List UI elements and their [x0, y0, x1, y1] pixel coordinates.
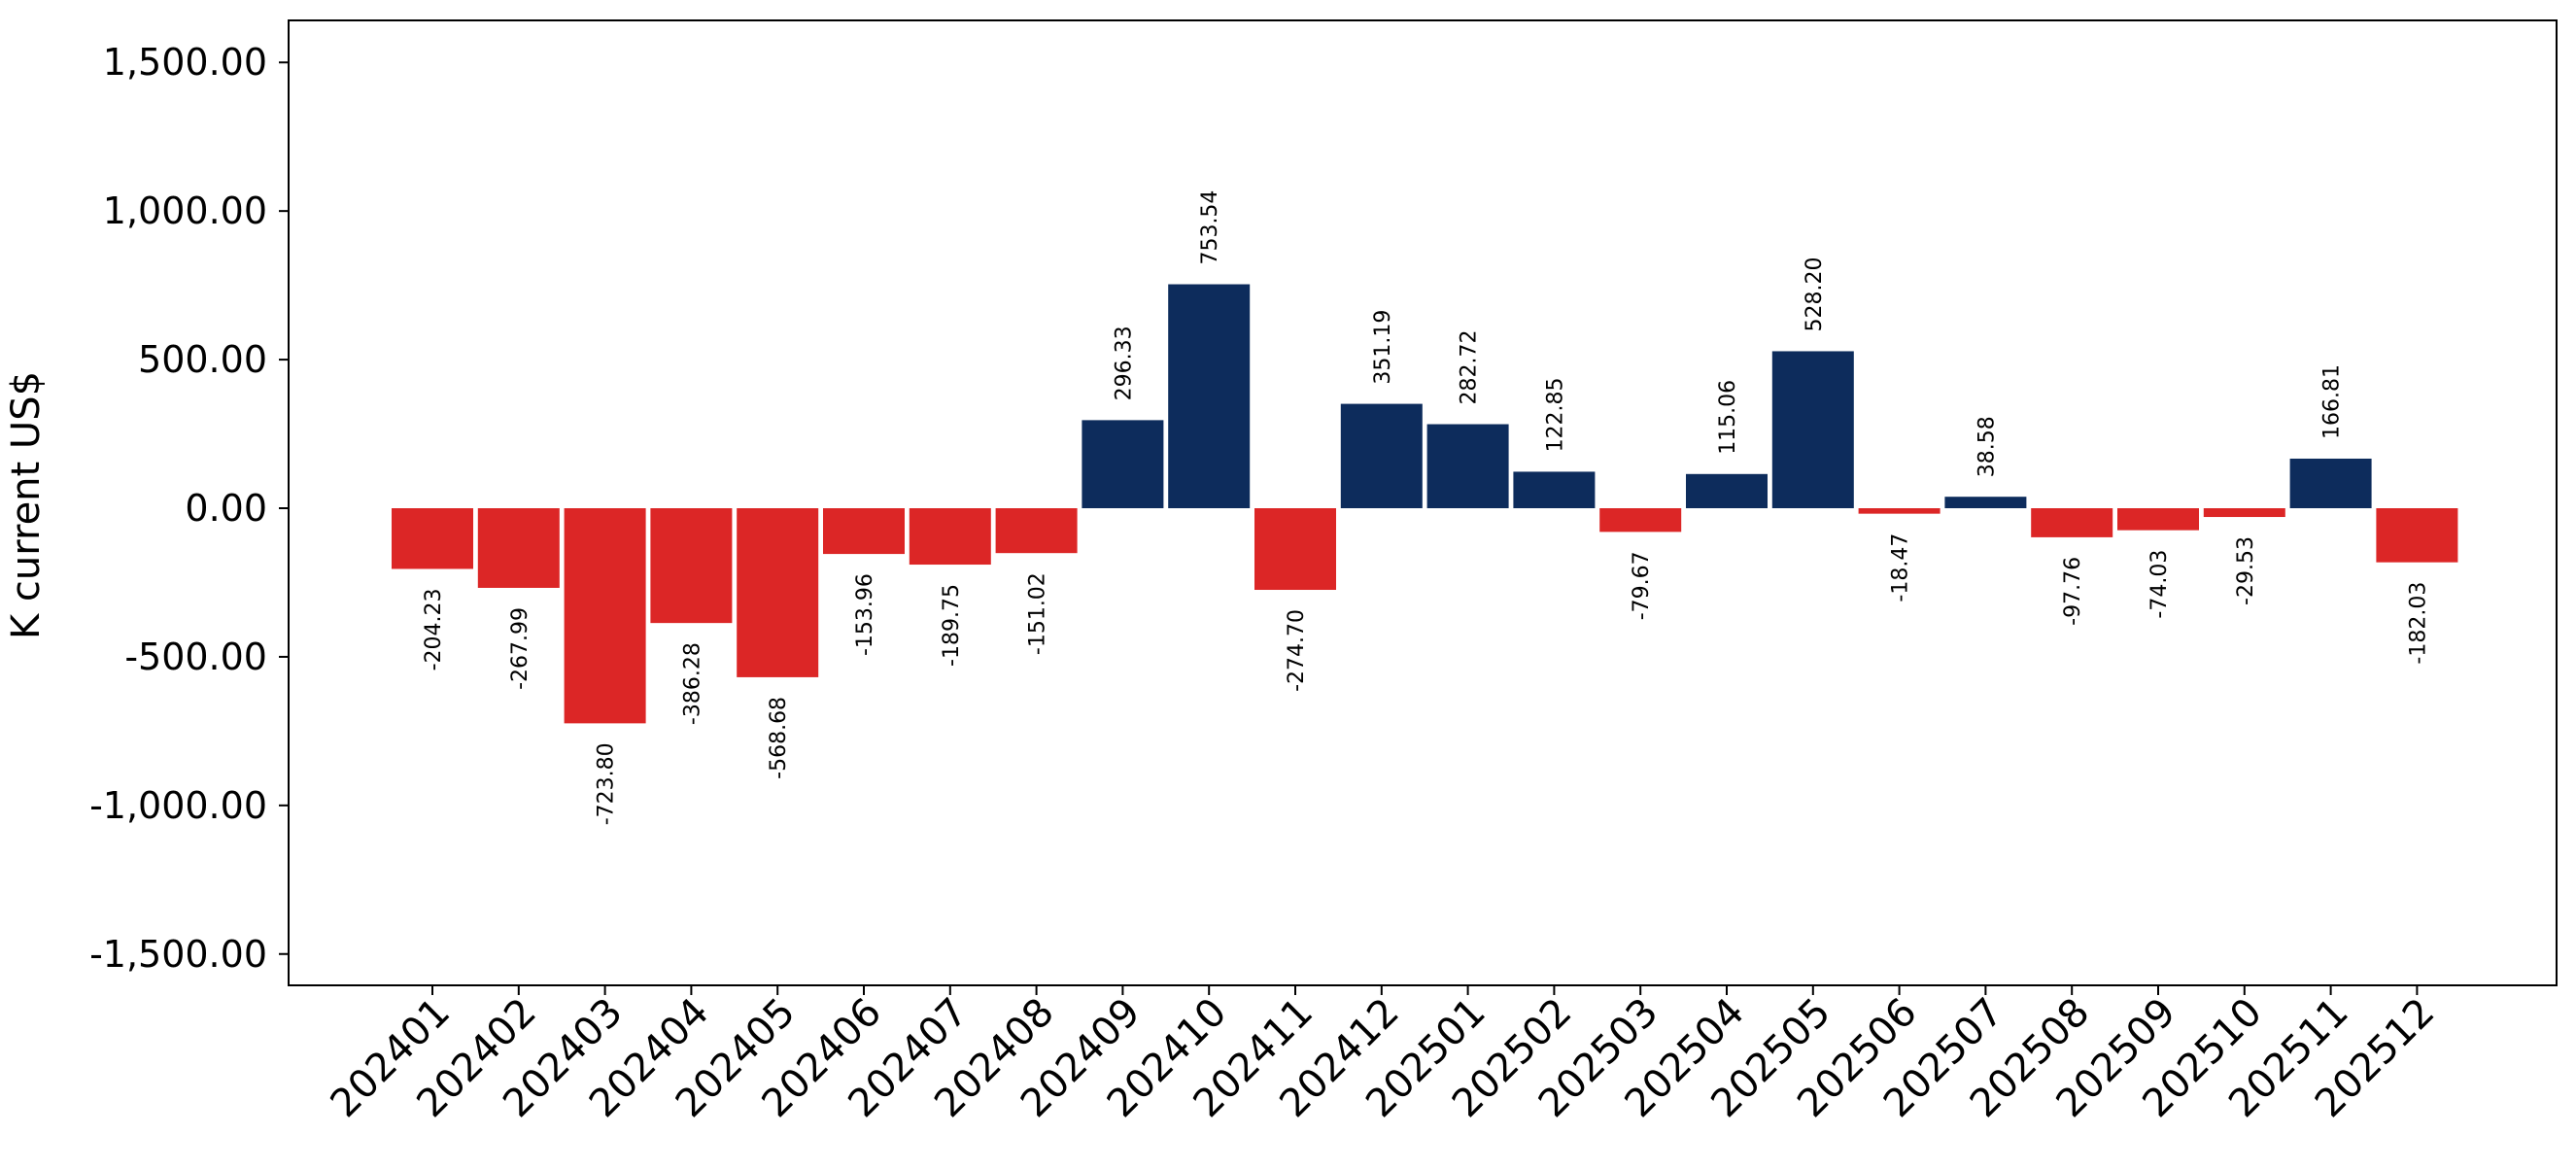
bar-series — [392, 284, 2458, 724]
bar — [995, 508, 1078, 554]
data-label: -386.28 — [680, 642, 704, 725]
y-tick-label: -1,500.00 — [89, 933, 267, 976]
data-label: 122.85 — [1543, 377, 1567, 452]
bar — [477, 508, 560, 588]
bar — [1254, 508, 1336, 591]
data-label: 753.54 — [1198, 190, 1222, 265]
bar — [1944, 497, 2027, 508]
bar — [1858, 508, 1941, 514]
data-label: -153.96 — [853, 573, 877, 656]
bar — [1082, 420, 1164, 508]
data-label: -182.03 — [2406, 582, 2430, 665]
bar — [1168, 284, 1251, 508]
bar — [2289, 458, 2372, 508]
data-label: -151.02 — [1026, 572, 1050, 655]
data-label: -74.03 — [2147, 550, 2172, 619]
data-label: -204.23 — [422, 588, 446, 670]
data-label: 38.58 — [1975, 416, 1999, 477]
data-label: -568.68 — [767, 697, 791, 779]
bar — [2203, 508, 2285, 518]
data-label: 282.72 — [1458, 330, 1482, 405]
data-label: 528.20 — [1803, 257, 1827, 331]
bar — [2117, 508, 2199, 531]
bar — [1426, 424, 1509, 508]
data-labels: -204.23 -267.99 -723.80 -386.28 -568.68 -153.… — [422, 190, 2430, 826]
data-label: -274.70 — [1285, 609, 1309, 692]
bar — [823, 508, 905, 555]
data-label: -189.75 — [940, 584, 964, 667]
bar — [650, 508, 733, 624]
data-label: 115.06 — [1716, 380, 1740, 455]
y-tick-label: 500.00 — [138, 338, 267, 381]
bar — [392, 508, 473, 569]
data-label: -29.53 — [2234, 536, 2258, 605]
y-axis-title: K current US$ — [4, 371, 49, 639]
plot-area-frame — [288, 19, 2558, 986]
bar — [1599, 508, 1682, 533]
y-tick-label: -1,000.00 — [89, 784, 267, 827]
data-label: -97.76 — [2061, 557, 2085, 626]
x-axis: 2024012024022024032024042024052024062024… — [323, 985, 2443, 1126]
y-axis: 1,500.00 1,000.00 500.00 0.00 -500.00 -1,000.… — [89, 41, 289, 976]
data-label: -18.47 — [1889, 533, 1913, 602]
bar — [909, 508, 991, 566]
y-tick-label: -500.00 — [124, 636, 267, 678]
bar — [1686, 473, 1768, 508]
bar — [564, 508, 646, 724]
y-tick-label: 0.00 — [185, 487, 267, 530]
data-label: -723.80 — [595, 742, 619, 825]
data-label: -267.99 — [508, 607, 532, 690]
data-label: -79.67 — [1630, 551, 1654, 620]
bar — [2376, 508, 2458, 563]
bar — [737, 508, 819, 677]
bar — [1771, 351, 1854, 508]
y-tick-label: 1,000.00 — [103, 189, 267, 232]
data-label: 296.33 — [1112, 326, 1136, 400]
bar — [2031, 508, 2113, 537]
y-tick-label: 1,500.00 — [103, 41, 267, 84]
bar — [1340, 403, 1423, 508]
data-label: 351.19 — [1371, 310, 1395, 385]
bar — [1513, 471, 1596, 508]
data-label: 166.81 — [2320, 364, 2345, 439]
